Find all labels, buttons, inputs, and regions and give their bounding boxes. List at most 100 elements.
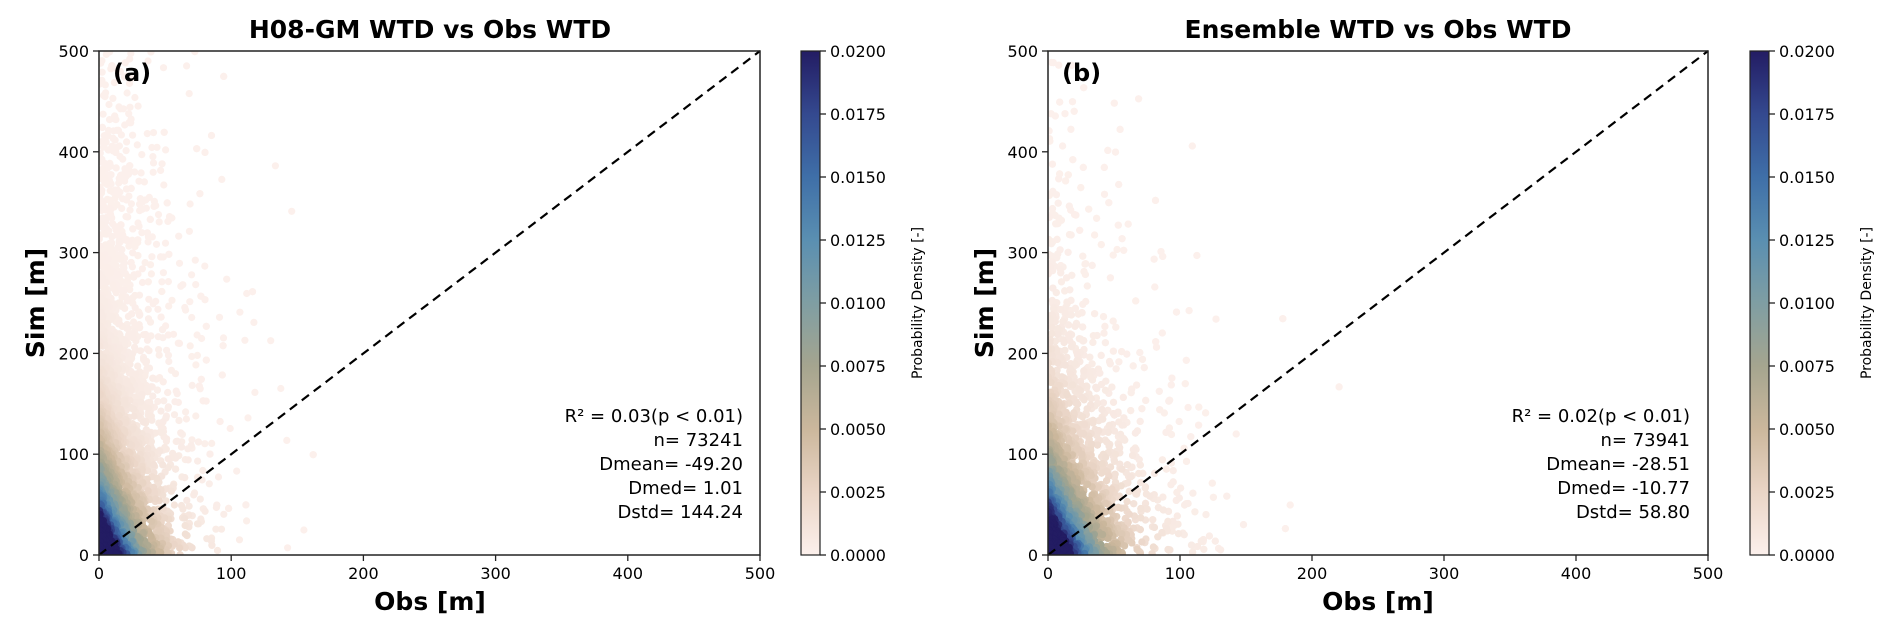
scatter-point bbox=[1048, 323, 1056, 331]
scatter-point bbox=[1110, 99, 1118, 107]
scatter-point bbox=[1069, 156, 1077, 164]
scatter-point bbox=[123, 138, 131, 146]
scatter-point bbox=[1114, 221, 1122, 229]
scatter-point bbox=[1101, 386, 1110, 394]
scatter-point bbox=[154, 305, 162, 313]
scatter-point bbox=[1124, 220, 1132, 228]
scatter-point bbox=[121, 121, 129, 129]
scatter-point bbox=[226, 424, 234, 433]
scatter-point bbox=[138, 265, 146, 273]
scatter-point bbox=[135, 177, 143, 185]
scatter-point bbox=[118, 293, 126, 301]
scatter-point bbox=[181, 303, 189, 312]
scatter-point bbox=[154, 397, 162, 406]
scatter-point bbox=[1076, 226, 1084, 234]
scatter-point bbox=[143, 130, 151, 138]
scatter-point bbox=[1101, 322, 1109, 330]
scatter-point bbox=[207, 131, 216, 140]
scatter-point bbox=[160, 128, 168, 136]
scatter-point bbox=[288, 207, 296, 215]
scatter-point bbox=[177, 429, 185, 437]
scatter-point bbox=[139, 479, 147, 487]
scatter-point bbox=[190, 491, 198, 499]
scatter-point bbox=[1205, 532, 1213, 540]
scatter-point bbox=[1077, 184, 1085, 192]
scatter-point bbox=[119, 231, 127, 239]
scatter-point bbox=[267, 337, 275, 345]
scatter-point bbox=[184, 445, 192, 453]
scatter-point bbox=[1104, 146, 1112, 154]
y-tick-label: 100 bbox=[58, 445, 89, 464]
y-tick-label: 200 bbox=[58, 344, 89, 363]
scatter-point bbox=[251, 388, 259, 396]
scatter-point bbox=[1048, 235, 1053, 244]
x-tick-label: 200 bbox=[348, 564, 379, 583]
scatter-point bbox=[1064, 248, 1072, 256]
scatter-point bbox=[154, 211, 163, 219]
scatter-point bbox=[192, 361, 200, 369]
scatter-point bbox=[219, 342, 227, 350]
scatter-point bbox=[1195, 403, 1203, 411]
scatter-point bbox=[1085, 205, 1093, 213]
scatter-point bbox=[1162, 465, 1170, 473]
scatter-point bbox=[108, 142, 116, 150]
scatter-point bbox=[145, 295, 153, 303]
scatter-point bbox=[1105, 357, 1114, 366]
scatter-point bbox=[137, 398, 145, 406]
scatter-point bbox=[164, 455, 172, 463]
stat-n: n= 73241 bbox=[654, 430, 743, 451]
scatter-point bbox=[186, 298, 194, 306]
scatter-point bbox=[168, 296, 176, 304]
scatter-point bbox=[119, 155, 127, 163]
scatter-point bbox=[188, 544, 196, 552]
scatter-point bbox=[1335, 383, 1343, 391]
scatter-point bbox=[99, 110, 107, 118]
scatter-point bbox=[131, 304, 139, 312]
scatter-point bbox=[99, 204, 103, 212]
scatter-point bbox=[185, 227, 193, 235]
scatter-point bbox=[112, 116, 120, 124]
scatter-point bbox=[149, 159, 158, 167]
scatter-point bbox=[1080, 268, 1088, 276]
scatter-point bbox=[1048, 213, 1053, 221]
x-tick-label: 100 bbox=[216, 564, 247, 583]
scatter-point bbox=[133, 141, 141, 149]
scatter-point bbox=[141, 259, 149, 267]
scatter-point bbox=[1079, 300, 1087, 308]
scatter-point bbox=[1286, 501, 1294, 509]
scatter-point bbox=[173, 437, 181, 445]
scatter-point bbox=[1118, 348, 1126, 356]
scatter-point bbox=[1202, 409, 1210, 417]
scatter-point bbox=[153, 143, 161, 151]
scatter-point bbox=[220, 510, 228, 518]
scatter-point bbox=[1169, 467, 1177, 475]
scatter-point bbox=[1065, 231, 1074, 239]
stat-dmean: Dmean= -49.20 bbox=[599, 454, 743, 475]
scatter-point bbox=[138, 151, 146, 159]
scatter-point bbox=[99, 80, 104, 88]
x-tick-label: 300 bbox=[480, 564, 511, 583]
scatter-point bbox=[162, 146, 170, 154]
scatter-point bbox=[106, 187, 114, 195]
scatter-point bbox=[250, 318, 258, 326]
x-tick-label: 400 bbox=[613, 564, 644, 583]
scatter-point bbox=[160, 181, 168, 189]
scatter-point bbox=[1109, 251, 1117, 259]
scatter-point bbox=[181, 474, 189, 482]
colorbar-tick-label: 0.0075 bbox=[830, 357, 886, 376]
scatter-point bbox=[1083, 282, 1091, 290]
scatter-point bbox=[146, 412, 155, 420]
scatter-point bbox=[171, 398, 179, 406]
scatter-point bbox=[309, 451, 317, 459]
scatter-point bbox=[165, 213, 174, 221]
scatter-point bbox=[1054, 250, 1062, 258]
scatter-point bbox=[144, 305, 152, 313]
scatter-point bbox=[121, 59, 129, 67]
scatter-point bbox=[218, 175, 226, 183]
scatter-point bbox=[1119, 393, 1127, 401]
scatter-point bbox=[147, 51, 155, 56]
scatter-point bbox=[134, 362, 142, 370]
scatter-point bbox=[150, 488, 158, 496]
scatter-point bbox=[1105, 199, 1113, 207]
